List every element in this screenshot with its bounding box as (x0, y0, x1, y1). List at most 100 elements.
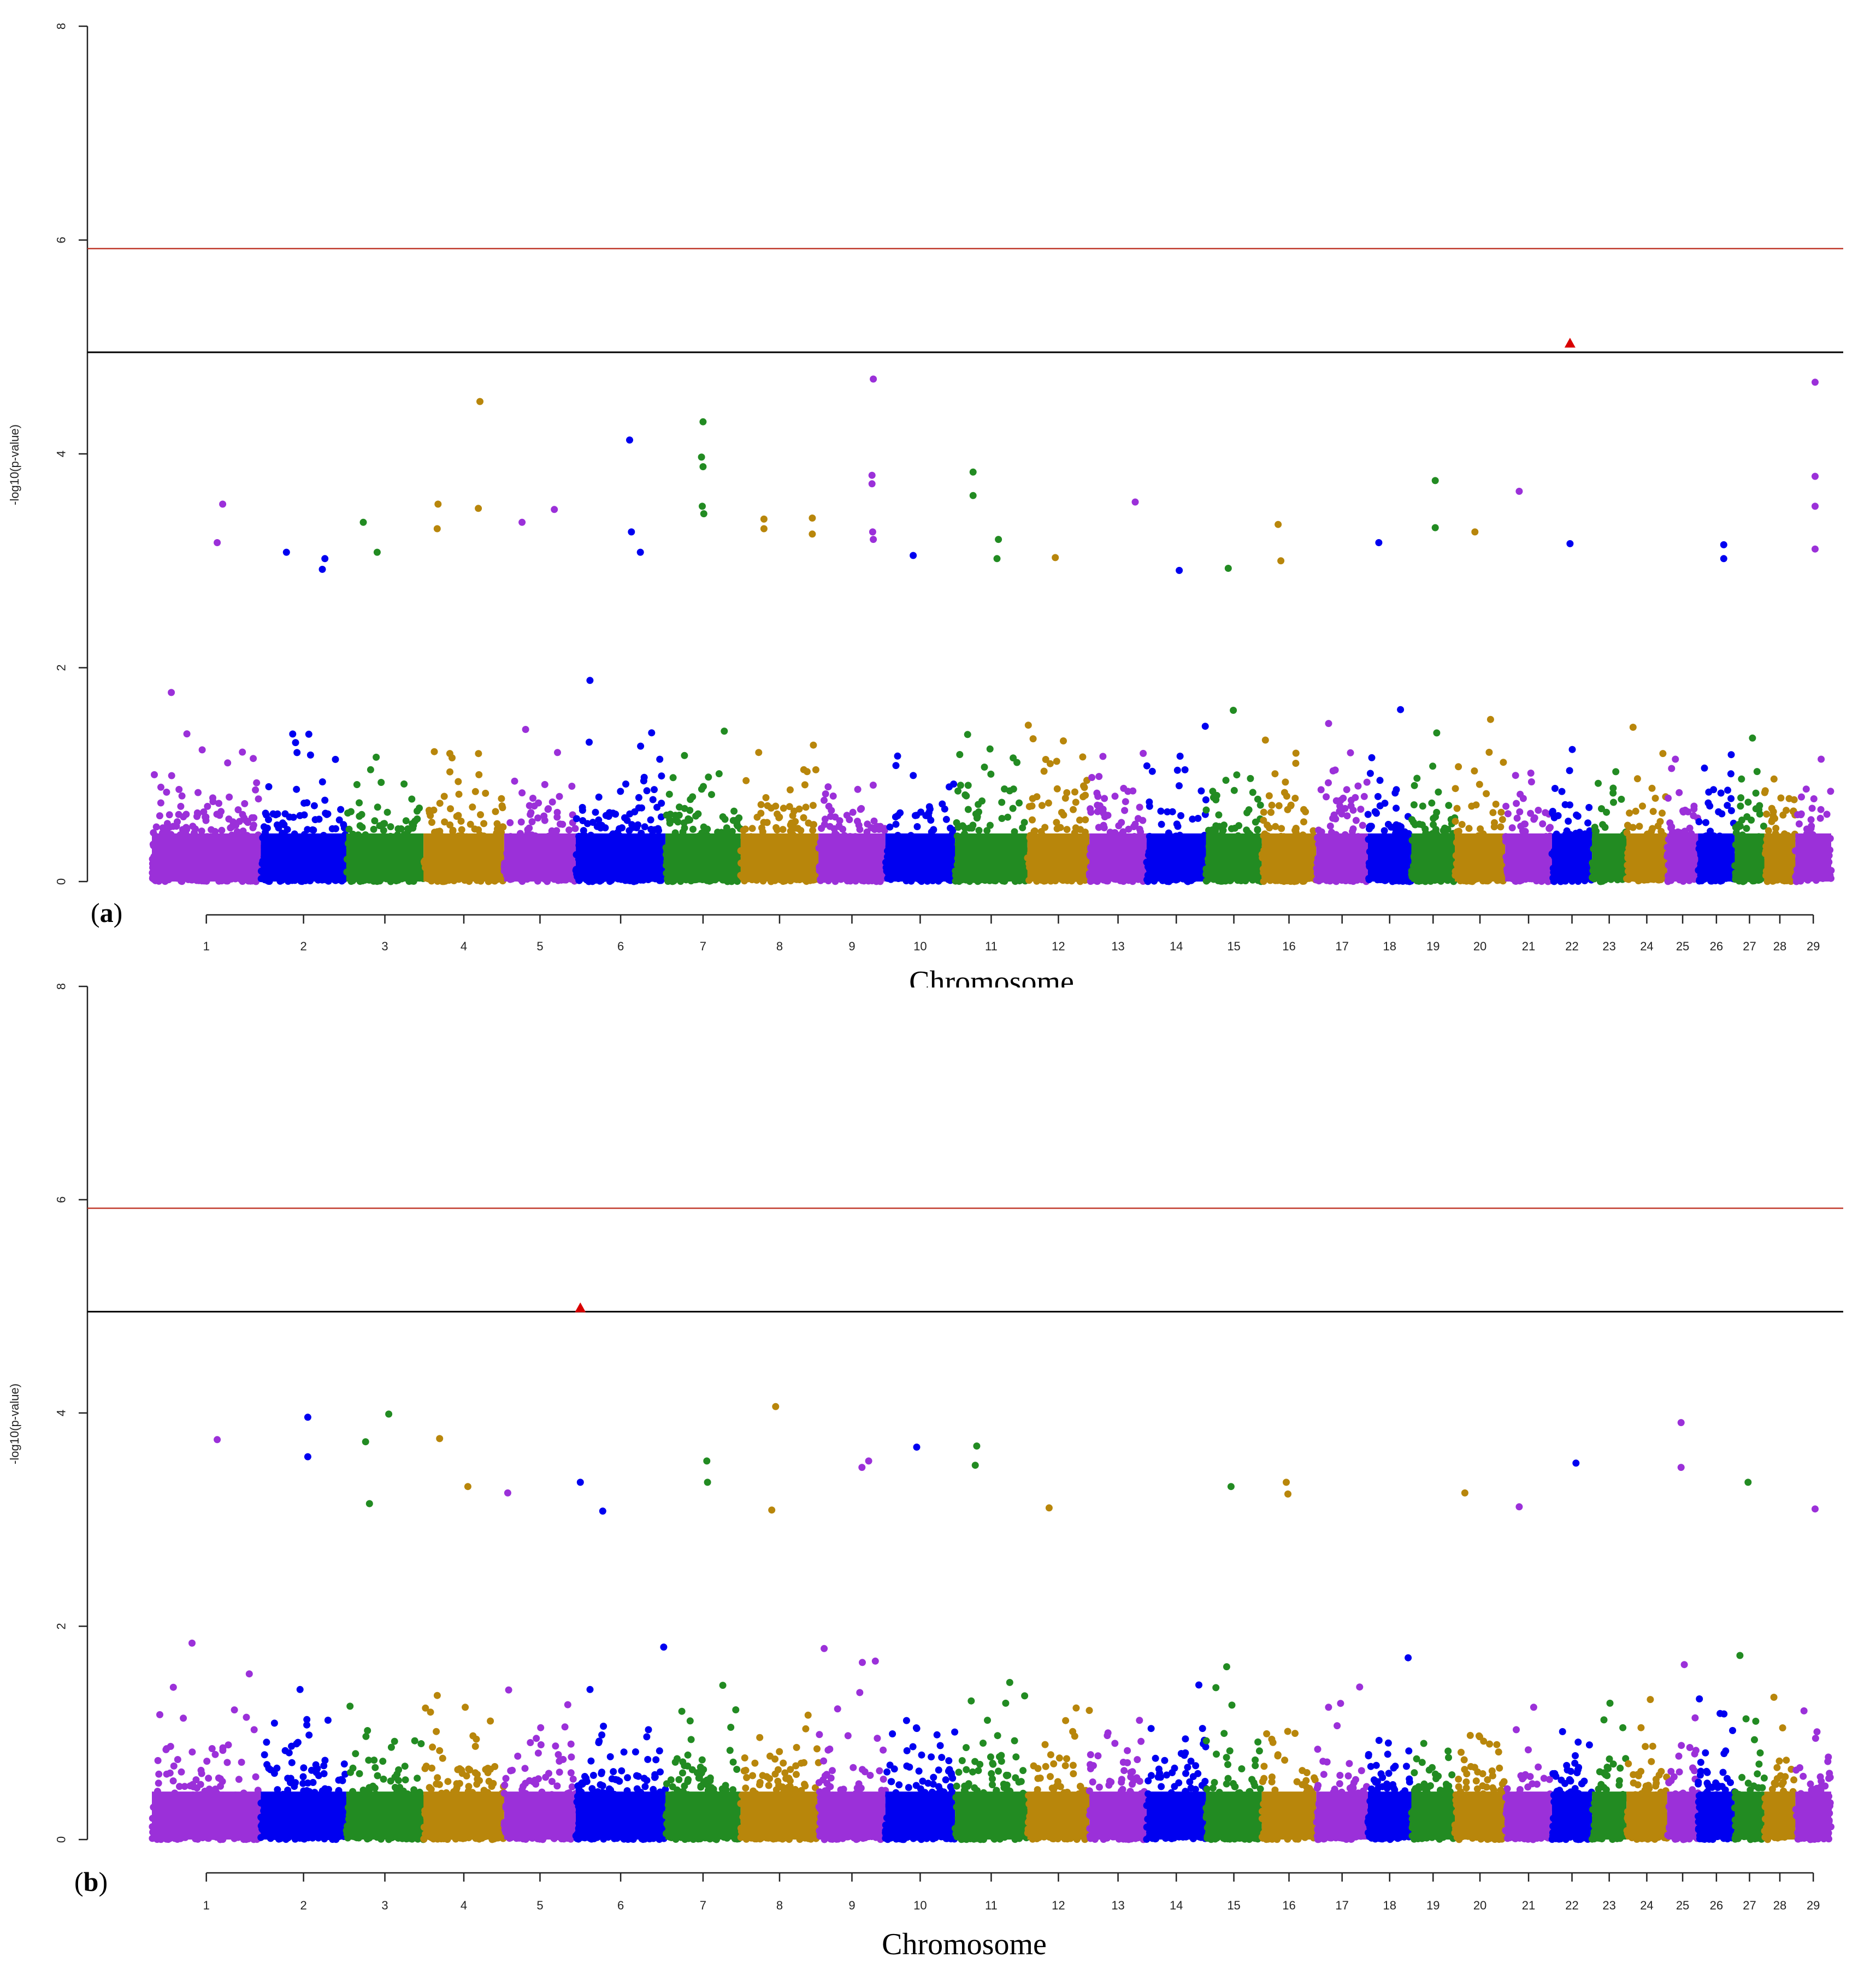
snp-point (1045, 799, 1052, 807)
snp-point (942, 815, 950, 823)
snp-point (157, 799, 164, 807)
snp-point (776, 813, 783, 821)
snp-point (377, 779, 385, 786)
snp-point (957, 782, 964, 789)
snp-point (1148, 767, 1156, 775)
snp-point (1029, 816, 1036, 824)
y-tick-label: 8 (55, 23, 68, 29)
snp-point (1063, 826, 1071, 833)
snp-point (198, 746, 206, 754)
snp-point (1261, 736, 1269, 744)
snp-point (151, 771, 158, 778)
snp-point (1343, 786, 1350, 794)
snp-point (822, 790, 829, 797)
snp-point (1260, 808, 1267, 816)
snp-point (475, 771, 483, 778)
snp-point (541, 817, 548, 824)
chromosome-9-points (815, 782, 888, 885)
snp-point (763, 819, 771, 826)
snp-point (1053, 758, 1060, 765)
snp-point (617, 788, 624, 795)
snp-point (1024, 722, 1032, 729)
snp-point (1228, 825, 1235, 832)
snp-point (1368, 754, 1376, 761)
snp-point (469, 803, 476, 811)
snp-point (293, 785, 300, 793)
snp-point (1201, 723, 1209, 730)
snp-point (1174, 823, 1182, 830)
snp-point (1095, 773, 1103, 780)
snp-point (568, 783, 576, 790)
chromosome-16-points (1258, 736, 1320, 885)
snp-point (1118, 819, 1125, 826)
snp-point (1264, 821, 1271, 829)
snp-point (1235, 822, 1243, 830)
snp-point (1057, 824, 1064, 831)
snp-point (768, 805, 775, 812)
snp-point (729, 817, 737, 824)
snp-point (772, 824, 780, 831)
snp-points (149, 677, 1835, 885)
snp-point (498, 795, 505, 802)
snp-point (182, 811, 190, 818)
snp-point (384, 808, 391, 816)
snp-point (573, 815, 580, 823)
snp-point (941, 805, 948, 813)
snp-point (964, 782, 972, 789)
snp-point (409, 820, 416, 827)
snp-point (780, 805, 787, 812)
snp-point (250, 755, 257, 762)
snp-point (894, 752, 901, 760)
snp-point (1143, 762, 1151, 770)
snp-point (545, 805, 552, 813)
snp-point (321, 796, 329, 804)
snp-point (809, 802, 817, 809)
snp-point (175, 811, 182, 818)
snp-point (1222, 777, 1230, 784)
snp-point (163, 788, 170, 796)
snp-point (211, 827, 219, 835)
snp-point (1173, 766, 1181, 774)
snp-point (1292, 825, 1300, 832)
snp-density-band (423, 833, 504, 882)
snp-point (1366, 823, 1374, 830)
snp-point (651, 826, 658, 833)
chromosome-10-points (882, 752, 958, 885)
snp-point (672, 816, 679, 824)
snp-point (1283, 793, 1290, 800)
snp-point (241, 800, 249, 807)
snp-point (1070, 806, 1077, 813)
snp-point (1371, 808, 1379, 815)
snp-point (449, 754, 456, 761)
snp-point (498, 802, 506, 809)
snp-point (528, 818, 536, 825)
snp-point (1189, 815, 1196, 823)
snp-point (964, 731, 971, 738)
snp-point (1177, 812, 1184, 819)
snp-point (1082, 816, 1089, 824)
snp-point (471, 788, 479, 795)
snp-point (541, 780, 548, 788)
snp-point (586, 677, 594, 684)
snp-point (946, 783, 953, 791)
snp-point (694, 810, 702, 818)
snp-point (649, 796, 657, 803)
snp-point (978, 797, 986, 805)
snp-density-band (1027, 833, 1090, 882)
snp-point (535, 799, 542, 807)
snp-point (969, 821, 977, 829)
snp-point (974, 813, 981, 820)
snp-point (152, 823, 160, 831)
snp-point (1340, 794, 1347, 802)
snp-point (215, 800, 222, 807)
snp-point (414, 815, 421, 823)
snp-point (1336, 807, 1343, 815)
snp-point (1292, 760, 1300, 767)
snp-point (637, 742, 645, 750)
snp-point (821, 820, 828, 828)
snp-point (595, 816, 603, 824)
snp-point (373, 753, 380, 761)
snp-point (275, 824, 282, 832)
snp-point (983, 827, 991, 835)
snp-point (1072, 799, 1079, 806)
